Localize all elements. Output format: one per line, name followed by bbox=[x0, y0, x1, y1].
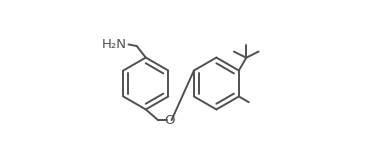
Text: O: O bbox=[164, 114, 174, 127]
Text: H₂N: H₂N bbox=[102, 38, 127, 51]
